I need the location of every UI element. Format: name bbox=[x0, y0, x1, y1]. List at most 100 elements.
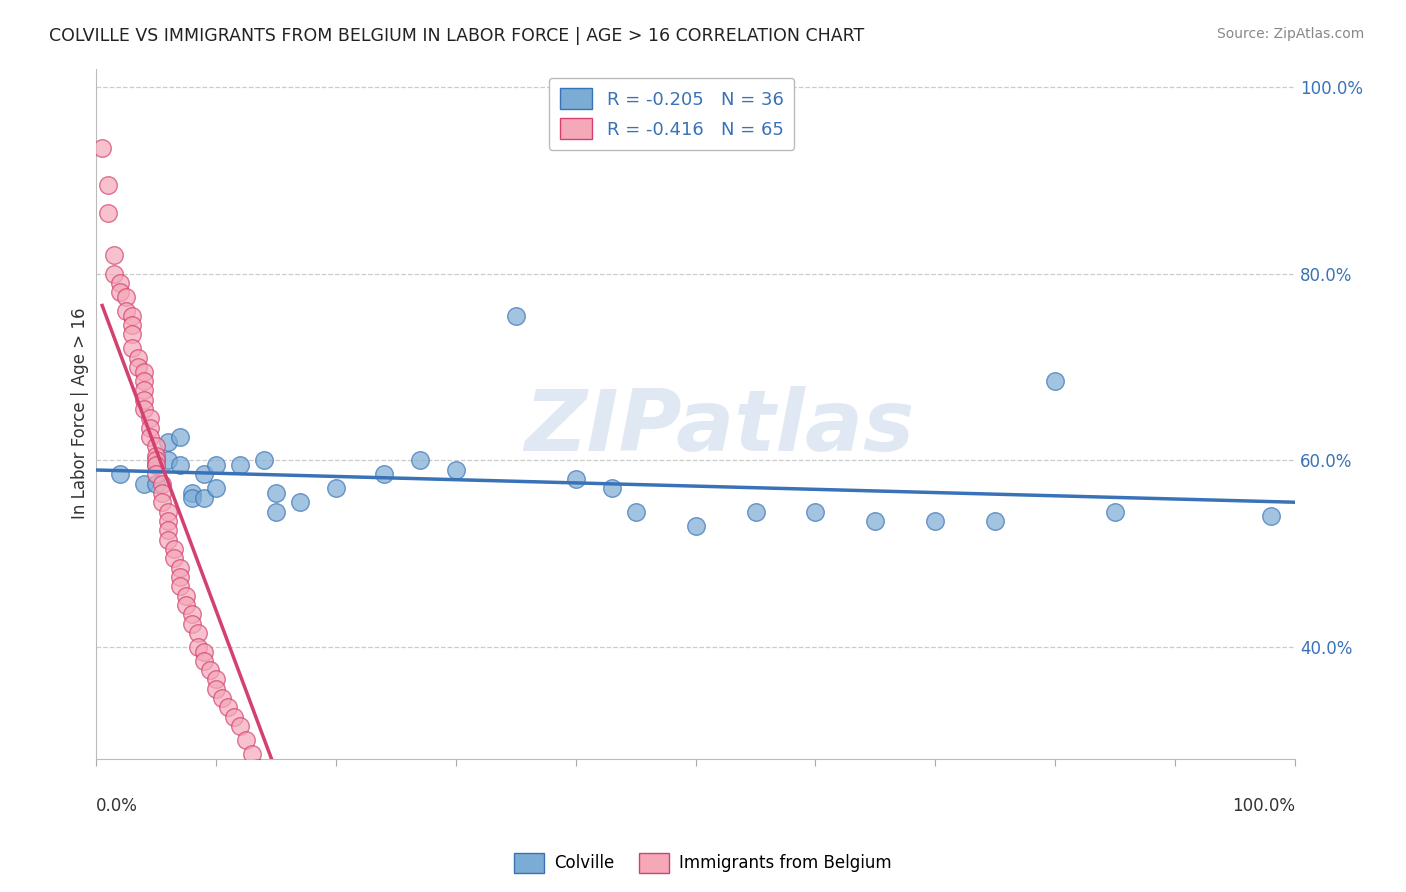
Point bbox=[157, 514, 180, 528]
Point bbox=[108, 285, 131, 300]
Point bbox=[264, 486, 287, 500]
Point bbox=[150, 486, 173, 500]
Text: 100.0%: 100.0% bbox=[1232, 797, 1295, 814]
Point bbox=[181, 607, 204, 622]
Text: ZIPatlas: ZIPatlas bbox=[524, 386, 915, 469]
Point bbox=[103, 248, 125, 262]
Point bbox=[91, 141, 114, 155]
Point bbox=[157, 505, 180, 519]
Point bbox=[240, 747, 263, 761]
Point bbox=[97, 206, 120, 220]
Point bbox=[924, 514, 946, 528]
Point bbox=[247, 761, 270, 775]
Legend: Colville, Immigrants from Belgium: Colville, Immigrants from Belgium bbox=[508, 847, 898, 880]
Point bbox=[163, 551, 186, 566]
Text: Source: ZipAtlas.com: Source: ZipAtlas.com bbox=[1216, 27, 1364, 41]
Point bbox=[984, 514, 1007, 528]
Point bbox=[264, 505, 287, 519]
Point bbox=[150, 495, 173, 509]
Point bbox=[134, 384, 156, 398]
Legend: R = -0.205   N = 36, R = -0.416   N = 65: R = -0.205 N = 36, R = -0.416 N = 65 bbox=[548, 78, 794, 150]
Point bbox=[145, 467, 167, 482]
Point bbox=[277, 794, 299, 808]
Point bbox=[744, 505, 766, 519]
Point bbox=[181, 616, 204, 631]
Point bbox=[134, 476, 156, 491]
Point bbox=[1045, 374, 1067, 388]
Point bbox=[444, 462, 467, 476]
Point bbox=[564, 472, 586, 486]
Point bbox=[150, 476, 173, 491]
Point bbox=[804, 505, 827, 519]
Point bbox=[134, 402, 156, 417]
Point bbox=[169, 570, 191, 584]
Point bbox=[205, 481, 228, 495]
Point bbox=[235, 733, 257, 747]
Point bbox=[145, 439, 167, 453]
Point bbox=[157, 533, 180, 547]
Point bbox=[600, 481, 623, 495]
Point bbox=[211, 691, 233, 706]
Point bbox=[169, 579, 191, 593]
Point bbox=[349, 817, 371, 831]
Point bbox=[187, 625, 209, 640]
Point bbox=[198, 663, 221, 677]
Point bbox=[157, 434, 180, 449]
Point bbox=[145, 453, 167, 467]
Point bbox=[108, 467, 131, 482]
Point bbox=[127, 351, 149, 365]
Point bbox=[139, 430, 162, 444]
Point bbox=[1260, 509, 1282, 524]
Point bbox=[121, 342, 143, 356]
Point bbox=[217, 700, 239, 714]
Point bbox=[685, 518, 707, 533]
Point bbox=[97, 178, 120, 193]
Point bbox=[169, 458, 191, 472]
Point bbox=[865, 514, 887, 528]
Point bbox=[301, 803, 323, 817]
Point bbox=[193, 467, 215, 482]
Point bbox=[121, 318, 143, 332]
Point bbox=[205, 458, 228, 472]
Point bbox=[409, 453, 432, 467]
Point bbox=[325, 813, 347, 827]
Point bbox=[205, 673, 228, 687]
Point bbox=[157, 453, 180, 467]
Point bbox=[193, 654, 215, 668]
Point bbox=[108, 276, 131, 290]
Point bbox=[253, 453, 276, 467]
Point bbox=[229, 719, 252, 733]
Point bbox=[145, 476, 167, 491]
Point bbox=[115, 290, 138, 304]
Point bbox=[288, 495, 311, 509]
Point bbox=[205, 681, 228, 696]
Point bbox=[163, 541, 186, 556]
Point bbox=[134, 374, 156, 388]
Point bbox=[193, 491, 215, 505]
Point bbox=[121, 309, 143, 323]
Point bbox=[253, 771, 276, 785]
Point bbox=[139, 411, 162, 425]
Text: COLVILLE VS IMMIGRANTS FROM BELGIUM IN LABOR FORCE | AGE > 16 CORRELATION CHART: COLVILLE VS IMMIGRANTS FROM BELGIUM IN L… bbox=[49, 27, 865, 45]
Y-axis label: In Labor Force | Age > 16: In Labor Force | Age > 16 bbox=[72, 308, 89, 519]
Point bbox=[139, 420, 162, 434]
Point bbox=[264, 784, 287, 798]
Point bbox=[1104, 505, 1126, 519]
Point bbox=[505, 309, 527, 323]
Point bbox=[174, 598, 197, 612]
Point bbox=[145, 458, 167, 472]
Point bbox=[193, 644, 215, 658]
Point bbox=[624, 505, 647, 519]
Point bbox=[325, 481, 347, 495]
Text: 0.0%: 0.0% bbox=[96, 797, 138, 814]
Point bbox=[134, 392, 156, 407]
Point bbox=[169, 560, 191, 574]
Point bbox=[145, 458, 167, 472]
Point bbox=[103, 267, 125, 281]
Point bbox=[134, 365, 156, 379]
Point bbox=[174, 589, 197, 603]
Point bbox=[157, 523, 180, 537]
Point bbox=[222, 710, 245, 724]
Point bbox=[385, 822, 408, 836]
Point bbox=[181, 491, 204, 505]
